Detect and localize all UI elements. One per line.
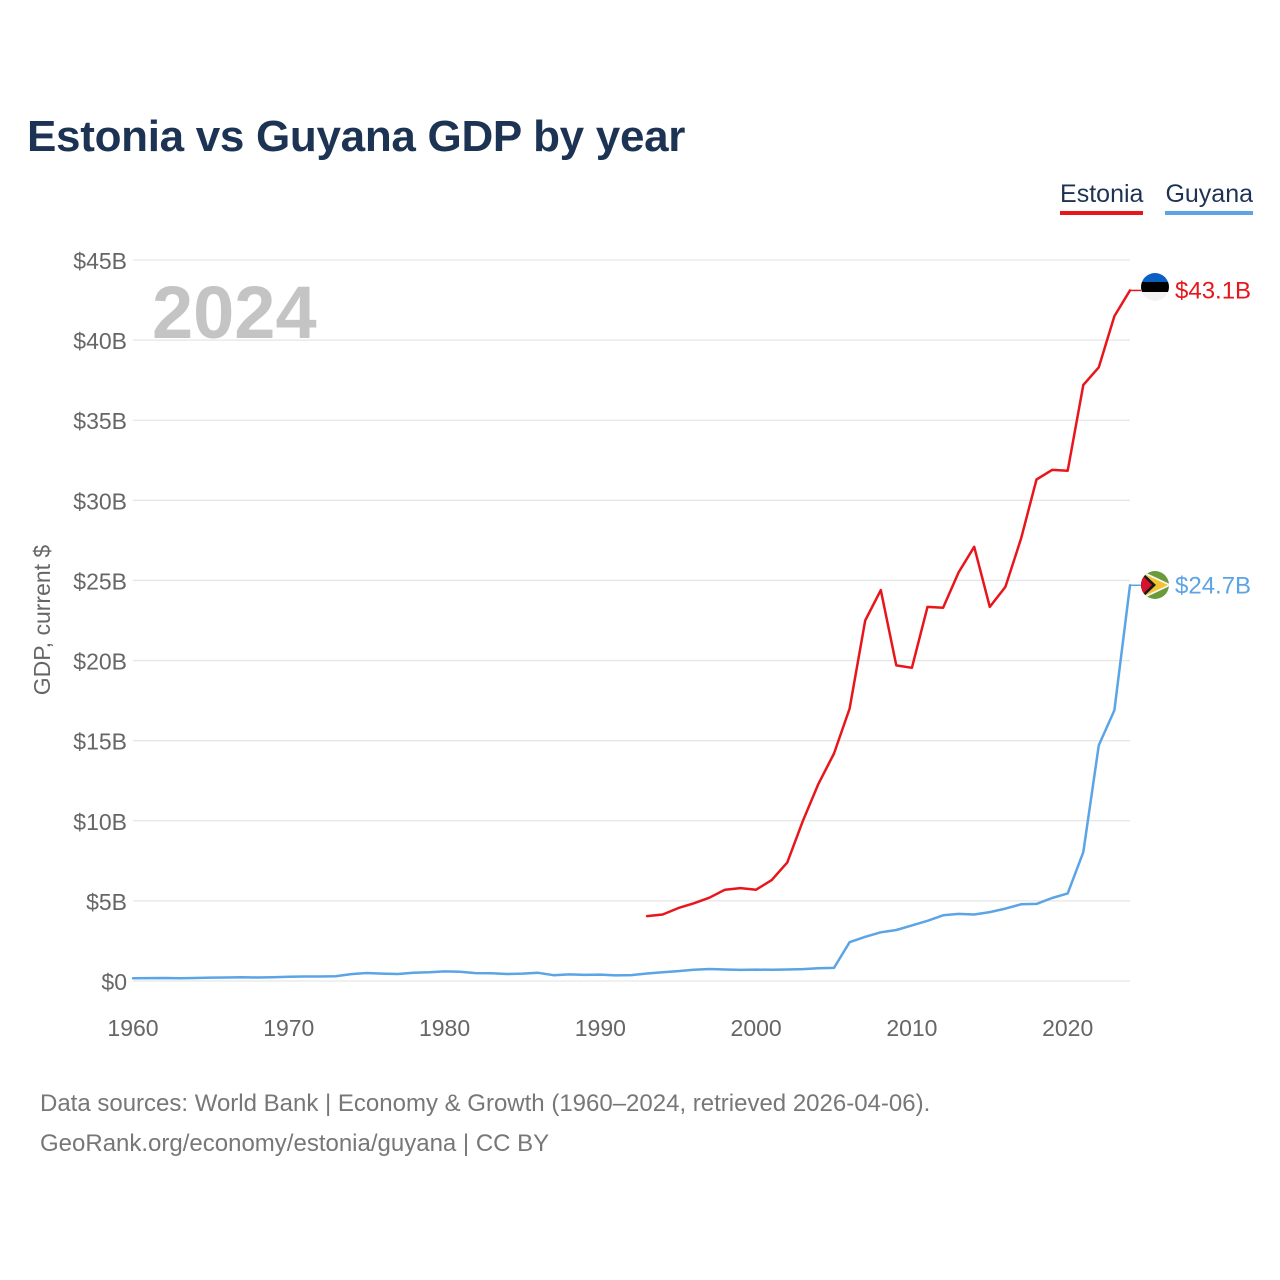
series-line-guyana [131,584,1132,980]
x-axis: 1960 1970 1980 1990 2000 2010 2020 [107,1015,1093,1041]
estonia-flag-icon [1141,273,1169,301]
y-tick-label: $30B [73,488,127,514]
y-tick-label: $10B [73,809,127,835]
y-tick-label: $35B [73,408,127,434]
x-tick-label: 2010 [886,1015,937,1041]
end-label-estonia: $43.1B [1175,277,1251,304]
y-tick-label: $40B [73,328,127,354]
chart-title: Estonia vs Guyana GDP by year [27,112,686,161]
x-tick-label: 1990 [575,1015,626,1041]
x-tick-label: 2020 [1042,1015,1093,1041]
legend-item-guyana[interactable]: Guyana [1165,180,1253,215]
end-label-guyana: $24.7B [1175,572,1251,599]
y-tick-label: $0 [101,969,127,995]
y-tick-label: $15B [73,729,127,755]
legend: Estonia Guyana [1060,180,1253,215]
series: $43.1B $24.7B [131,277,1251,980]
y-tick-label: $20B [73,649,127,675]
legend-item-estonia[interactable]: Estonia [1060,180,1144,215]
year-watermark: 2024 [152,271,317,354]
series-line-estonia [645,289,1132,918]
y-tick-label: $5B [86,889,127,915]
x-tick-label: 1970 [263,1015,314,1041]
x-tick-label: 1960 [107,1015,158,1041]
source-link[interactable]: GeoRank.org/economy/estonia/guyana | CC … [40,1130,550,1157]
footer: Data sources: World Bank | Economy & Gro… [40,1084,930,1164]
data-sources-text: Data sources: World Bank | Economy & Gro… [40,1090,931,1117]
y-axis-label: GDP, current $ [29,545,55,696]
y-axis: $0 $5B $10B $15B $20B $25B $30B $35B $40B $45B [73,248,127,995]
gridlines [133,259,1130,982]
x-tick-label: 1980 [419,1015,470,1041]
y-tick-label: $45B [73,248,127,274]
y-tick-label: $25B [73,568,127,594]
guyana-flag-icon [1141,571,1169,599]
x-tick-label: 2000 [731,1015,782,1041]
